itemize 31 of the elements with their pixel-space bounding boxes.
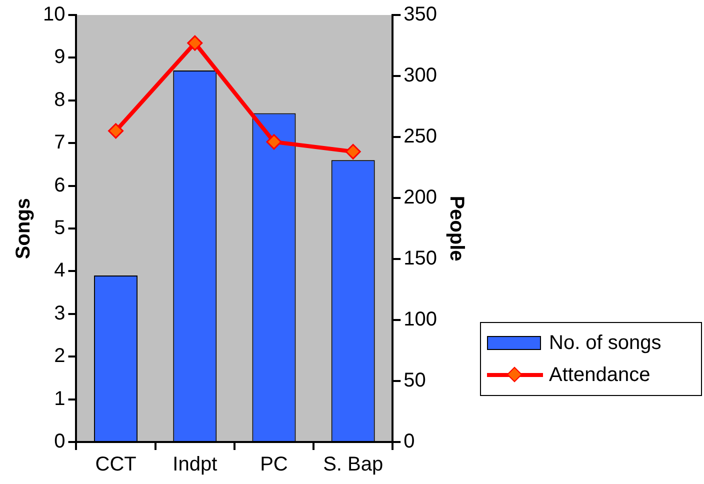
y-tick-label: 8 xyxy=(54,88,66,111)
x-tick-label: S. Bap xyxy=(323,454,384,476)
y-tick-label: 1 xyxy=(54,388,66,410)
y2-tick-label: 200 xyxy=(404,186,438,209)
y2-axis-title: People xyxy=(445,196,468,262)
point xyxy=(345,144,361,160)
y-tick-label: 6 xyxy=(54,174,66,196)
point xyxy=(108,123,124,139)
point xyxy=(187,35,203,51)
legend-label: Attendance xyxy=(549,364,650,386)
y2-tick-label: 250 xyxy=(404,126,438,148)
y-tick-label: 9 xyxy=(54,46,66,68)
y2-tick-label: 100 xyxy=(404,308,438,331)
y-axis-title: Songs xyxy=(12,198,35,260)
x-tick-label: CCT xyxy=(95,454,136,476)
y2-tick-label: 300 xyxy=(404,64,438,87)
y2-tick-label: 150 xyxy=(404,248,438,270)
y-tick-label: 10 xyxy=(42,4,66,26)
point xyxy=(266,134,282,150)
y-tick-label: 4 xyxy=(54,260,66,282)
legend-label: No. of songs xyxy=(549,332,662,354)
y2-tick-label: 0 xyxy=(404,430,415,453)
y2-tick-label: 50 xyxy=(404,370,426,392)
y-tick-label: 2 xyxy=(54,345,66,368)
x-tick-label: Indpt xyxy=(172,454,218,476)
y2-tick-label: 350 xyxy=(404,4,438,26)
y-tick-label: 0 xyxy=(54,430,66,453)
y-tick-label: 5 xyxy=(54,217,66,240)
y-tick-label: 3 xyxy=(54,302,66,324)
x-tick-label: PC xyxy=(260,454,288,476)
y-tick-label: 7 xyxy=(54,132,66,154)
